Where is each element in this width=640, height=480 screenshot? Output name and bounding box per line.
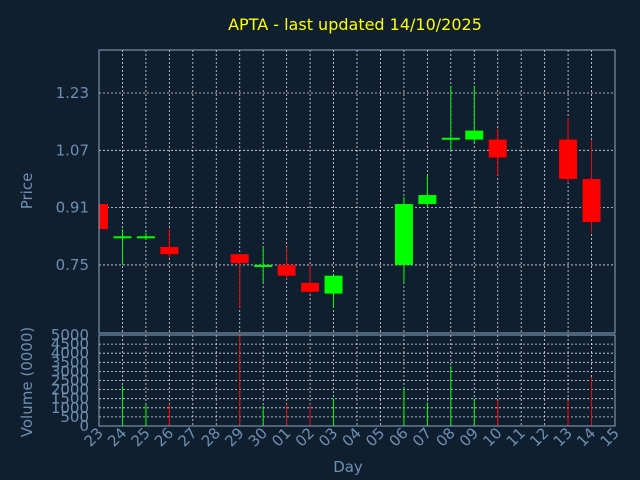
day-tick-label: 13 (550, 424, 576, 450)
candle-body (277, 264, 296, 276)
day-tick-label: 27 (174, 424, 200, 450)
price-tick-label: 1.23 (56, 84, 89, 102)
volume-bars (121, 335, 593, 426)
day-tick-label: 26 (151, 424, 177, 450)
chart-title: APTA - last updated 14/10/2025 (228, 15, 482, 34)
volume-tick-label: 500 (60, 408, 89, 426)
price-tick-label: 0.91 (56, 199, 89, 217)
volume-tick-label: 1000 (51, 399, 89, 417)
volume-tick-label: 3000 (51, 362, 89, 380)
volume-tick-label: 4500 (51, 335, 89, 353)
day-tick-label: 09 (456, 424, 482, 450)
volume-tick-label: 2000 (51, 381, 89, 399)
day-tick-label: 05 (362, 424, 388, 450)
day-tick-label: 15 (597, 424, 623, 450)
day-tick-label: 08 (432, 424, 458, 450)
volume-tick-label: 3500 (51, 353, 89, 371)
volume-panel-frame (98, 334, 616, 427)
price-tick-label: 1.07 (56, 141, 89, 159)
candle-body (99, 204, 108, 230)
volume-tick-label: 5000 (51, 326, 89, 344)
candlesticks (98, 85, 601, 308)
day-tick-label: 02 (292, 424, 318, 450)
day-tick-label: 14 (573, 424, 599, 450)
volume-gridlines (99, 334, 615, 427)
day-tick-label: 25 (128, 424, 154, 450)
day-tick-label: 30 (245, 424, 271, 450)
volume-tick-label: 0 (79, 417, 89, 435)
day-tick-label: 11 (503, 424, 529, 450)
candle-body (301, 282, 320, 292)
day-tick-label: 10 (479, 424, 505, 450)
candle-body (418, 195, 437, 205)
candle-body (254, 264, 273, 267)
day-axis-label: Day (333, 458, 363, 476)
candle-body (113, 236, 132, 239)
candle-body (324, 275, 343, 294)
day-tick-label: 24 (104, 424, 130, 450)
candle-body (559, 139, 578, 179)
candle-body (230, 254, 249, 264)
day-tick-labels: 2324252627282930010203040506070809101112… (81, 424, 623, 450)
price-tick-label: 0.75 (56, 256, 89, 274)
candle-body (465, 130, 484, 140)
day-tick-label: 28 (198, 424, 224, 450)
volume-axis-label: Volume (0000) (18, 327, 36, 437)
candle-body (160, 247, 179, 255)
volume-tick-label: 2500 (51, 372, 89, 390)
volume-tick-label: 1500 (51, 390, 89, 408)
price-panel-frame (98, 49, 616, 334)
candle-body (488, 139, 507, 158)
day-tick-label: 04 (339, 424, 365, 450)
day-tick-label: 06 (386, 424, 412, 450)
candle-body (441, 137, 460, 140)
candle-body (582, 178, 601, 222)
day-tick-label: 12 (526, 424, 552, 450)
price-axis-label: Price (18, 173, 36, 210)
day-tick-label: 07 (409, 424, 435, 450)
candle-body (136, 236, 155, 239)
day-tick-label: 01 (268, 424, 294, 450)
candle-body (394, 204, 413, 265)
day-tick-label: 03 (315, 424, 341, 450)
volume-tick-label: 4000 (51, 344, 89, 362)
price-tick-labels: 0.75 0.91 1.07 1.23 (56, 84, 89, 274)
price-gridlines (99, 50, 615, 333)
day-tick-label: 29 (221, 424, 247, 450)
